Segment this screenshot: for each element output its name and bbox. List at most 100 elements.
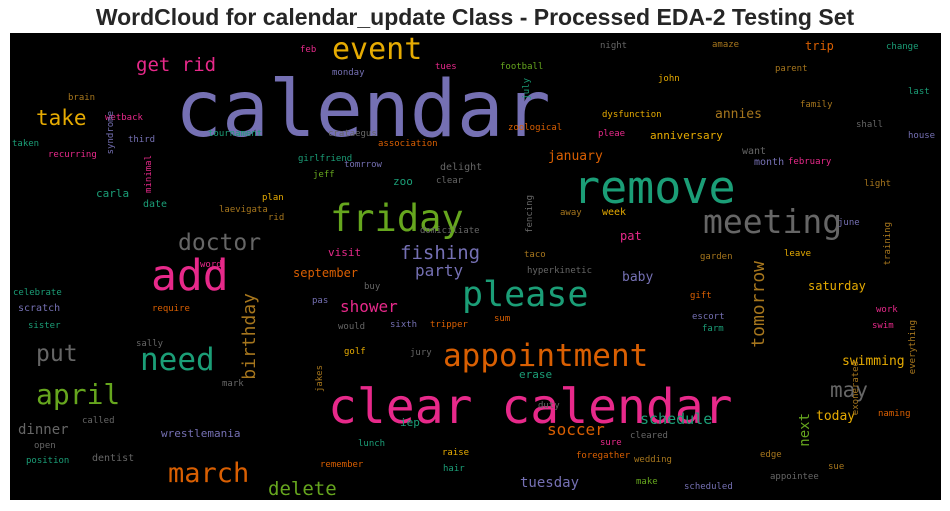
word-parent: parent (775, 64, 808, 74)
word-may: may (830, 378, 868, 402)
word-feb: feb (300, 45, 317, 55)
word-scratch: scratch (18, 303, 61, 314)
wordcloud-canvas: calendar clear calendar remove add friday ple… (10, 33, 941, 500)
word-syndrome: syndrome (106, 111, 116, 155)
word-called: called (82, 416, 115, 426)
word-would: would (338, 322, 366, 332)
word-work: work (876, 305, 898, 315)
word-swimming: swimming (842, 354, 905, 369)
word-sure: sure (600, 438, 622, 448)
word-taken: taken (12, 139, 40, 149)
word-event: event (332, 33, 423, 67)
word-tripper: tripper (430, 320, 468, 330)
word-house: house (908, 131, 936, 141)
word-position: position (26, 456, 70, 466)
word-jeff: jeff (313, 170, 335, 180)
word-wedding: wedding (634, 455, 672, 465)
word-zoo: zoo (393, 175, 413, 188)
word-take: take (36, 106, 87, 130)
word-zoological: zoological (508, 123, 563, 133)
word-naming: naming (878, 409, 911, 419)
word-third: third (128, 135, 156, 145)
word-april: april (36, 378, 121, 411)
word-tomorrow: tomorrow (748, 261, 769, 348)
word-pat: pat (620, 229, 642, 243)
word-anniversary: anniversary (650, 129, 723, 142)
word-dysfunction: dysfunction (602, 110, 662, 120)
word-brain: brain (68, 93, 96, 103)
word-trip: trip (805, 39, 834, 53)
word-plan: plan (262, 193, 284, 203)
word-carla: carla (96, 187, 130, 200)
word-training: training (883, 222, 893, 266)
word-sister: sister (28, 321, 61, 331)
word-september: september (293, 266, 359, 280)
chart-title: WordCloud for calendar_update Class - Pr… (95, 4, 855, 30)
word-away: away (560, 208, 582, 218)
word-january: january (548, 149, 603, 164)
word-scheduled: scheduled (684, 482, 733, 492)
word-taco: taco (524, 250, 546, 260)
word-mark: mark (222, 379, 244, 389)
word-farm: farm (702, 324, 724, 334)
word-appointee: appointee (770, 472, 819, 482)
word-get-rid: get rid (136, 54, 217, 76)
word-swim: swim (872, 321, 894, 331)
word-duty: duty (538, 401, 560, 411)
word-july: july (522, 78, 532, 100)
word-delete: delete (268, 478, 337, 500)
word-iep: iep (400, 416, 420, 429)
word-association: association (378, 139, 438, 149)
word-gift: gift (690, 291, 712, 301)
word-pleae: pleae (598, 129, 626, 139)
word-laevigata: laevigata (219, 205, 268, 215)
word-schedule: schedule (640, 410, 713, 428)
word-sum: sum (494, 314, 511, 324)
word-shall: shall (856, 120, 884, 130)
word-fishing: fishing (400, 242, 481, 264)
word-make: make (636, 477, 658, 487)
word-week: week (602, 207, 627, 218)
word-wetback: wetback (105, 113, 143, 123)
word-football: football (500, 62, 544, 72)
word-sue: sue (828, 462, 845, 472)
word-tomrrow: tomrrow (344, 160, 382, 170)
word-baby: baby (622, 270, 654, 285)
word-buy: buy (364, 282, 381, 292)
word-jury: jury (410, 348, 432, 358)
word-dentist: dentist (92, 453, 135, 464)
word-soccer: soccer (547, 420, 605, 439)
word-next: next (797, 413, 813, 447)
word-doctor: doctor (178, 230, 262, 256)
word-tues: tues (435, 62, 457, 72)
word-add: add (151, 251, 229, 301)
word-remove: remove (573, 161, 736, 214)
word-month: month (754, 157, 785, 168)
word-leave: leave (784, 249, 812, 259)
word-cleared: cleared (630, 431, 668, 441)
word-calendar: calendar (175, 65, 551, 155)
word-sixth: sixth (390, 320, 418, 330)
word-escort: escort (692, 312, 725, 322)
word-foregather: foregather (576, 451, 631, 461)
word-domiciliate: domiciliate (420, 226, 480, 236)
word-march: march (168, 458, 250, 489)
word-crataegus: crataegus (328, 129, 377, 139)
word-girlfriend: girlfriend (298, 154, 353, 164)
word-jakes: jakes (315, 365, 325, 393)
word-require: require (152, 304, 190, 314)
word-tuesday: tuesday (520, 475, 580, 491)
word-june: june (838, 218, 860, 228)
word-annies: annies (715, 107, 762, 122)
word-open: open (34, 441, 56, 451)
word-tournament: tournament (208, 129, 263, 139)
word-appointment: appointment (443, 338, 649, 374)
word-party: party (415, 261, 464, 280)
word-recurring: recurring (48, 150, 97, 160)
word-fencing: fencing (525, 195, 535, 233)
word-hair: hair (443, 464, 465, 474)
word-word: word (200, 260, 222, 270)
word-remember: remember (320, 460, 364, 470)
word-raise: raise (442, 448, 470, 458)
word-clear-calendar: clear calendar (328, 379, 733, 435)
